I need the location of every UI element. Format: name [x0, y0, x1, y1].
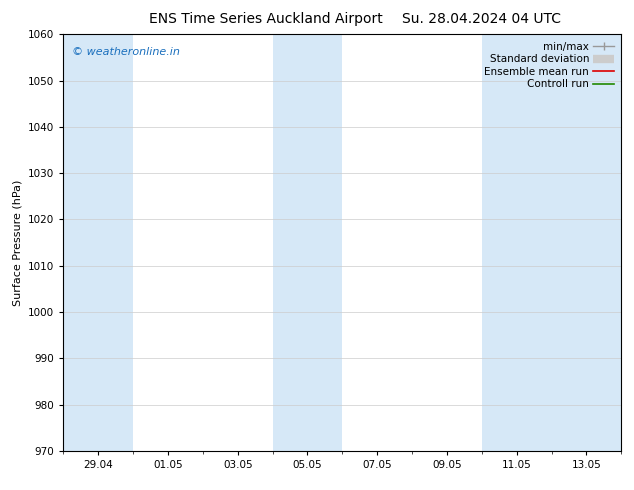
Text: © weatheronline.in: © weatheronline.in	[72, 47, 179, 57]
Bar	[273, 34, 342, 451]
Y-axis label: Surface Pressure (hPa): Surface Pressure (hPa)	[13, 179, 23, 306]
Bar	[63, 34, 133, 451]
Legend: min/max, Standard deviation, Ensemble mean run, Controll run: min/max, Standard deviation, Ensemble me…	[482, 40, 616, 92]
Text: ENS Time Series Auckland Airport: ENS Time Series Auckland Airport	[150, 12, 383, 26]
Text: Su. 28.04.2024 04 UTC: Su. 28.04.2024 04 UTC	[403, 12, 561, 26]
Bar	[482, 34, 621, 451]
